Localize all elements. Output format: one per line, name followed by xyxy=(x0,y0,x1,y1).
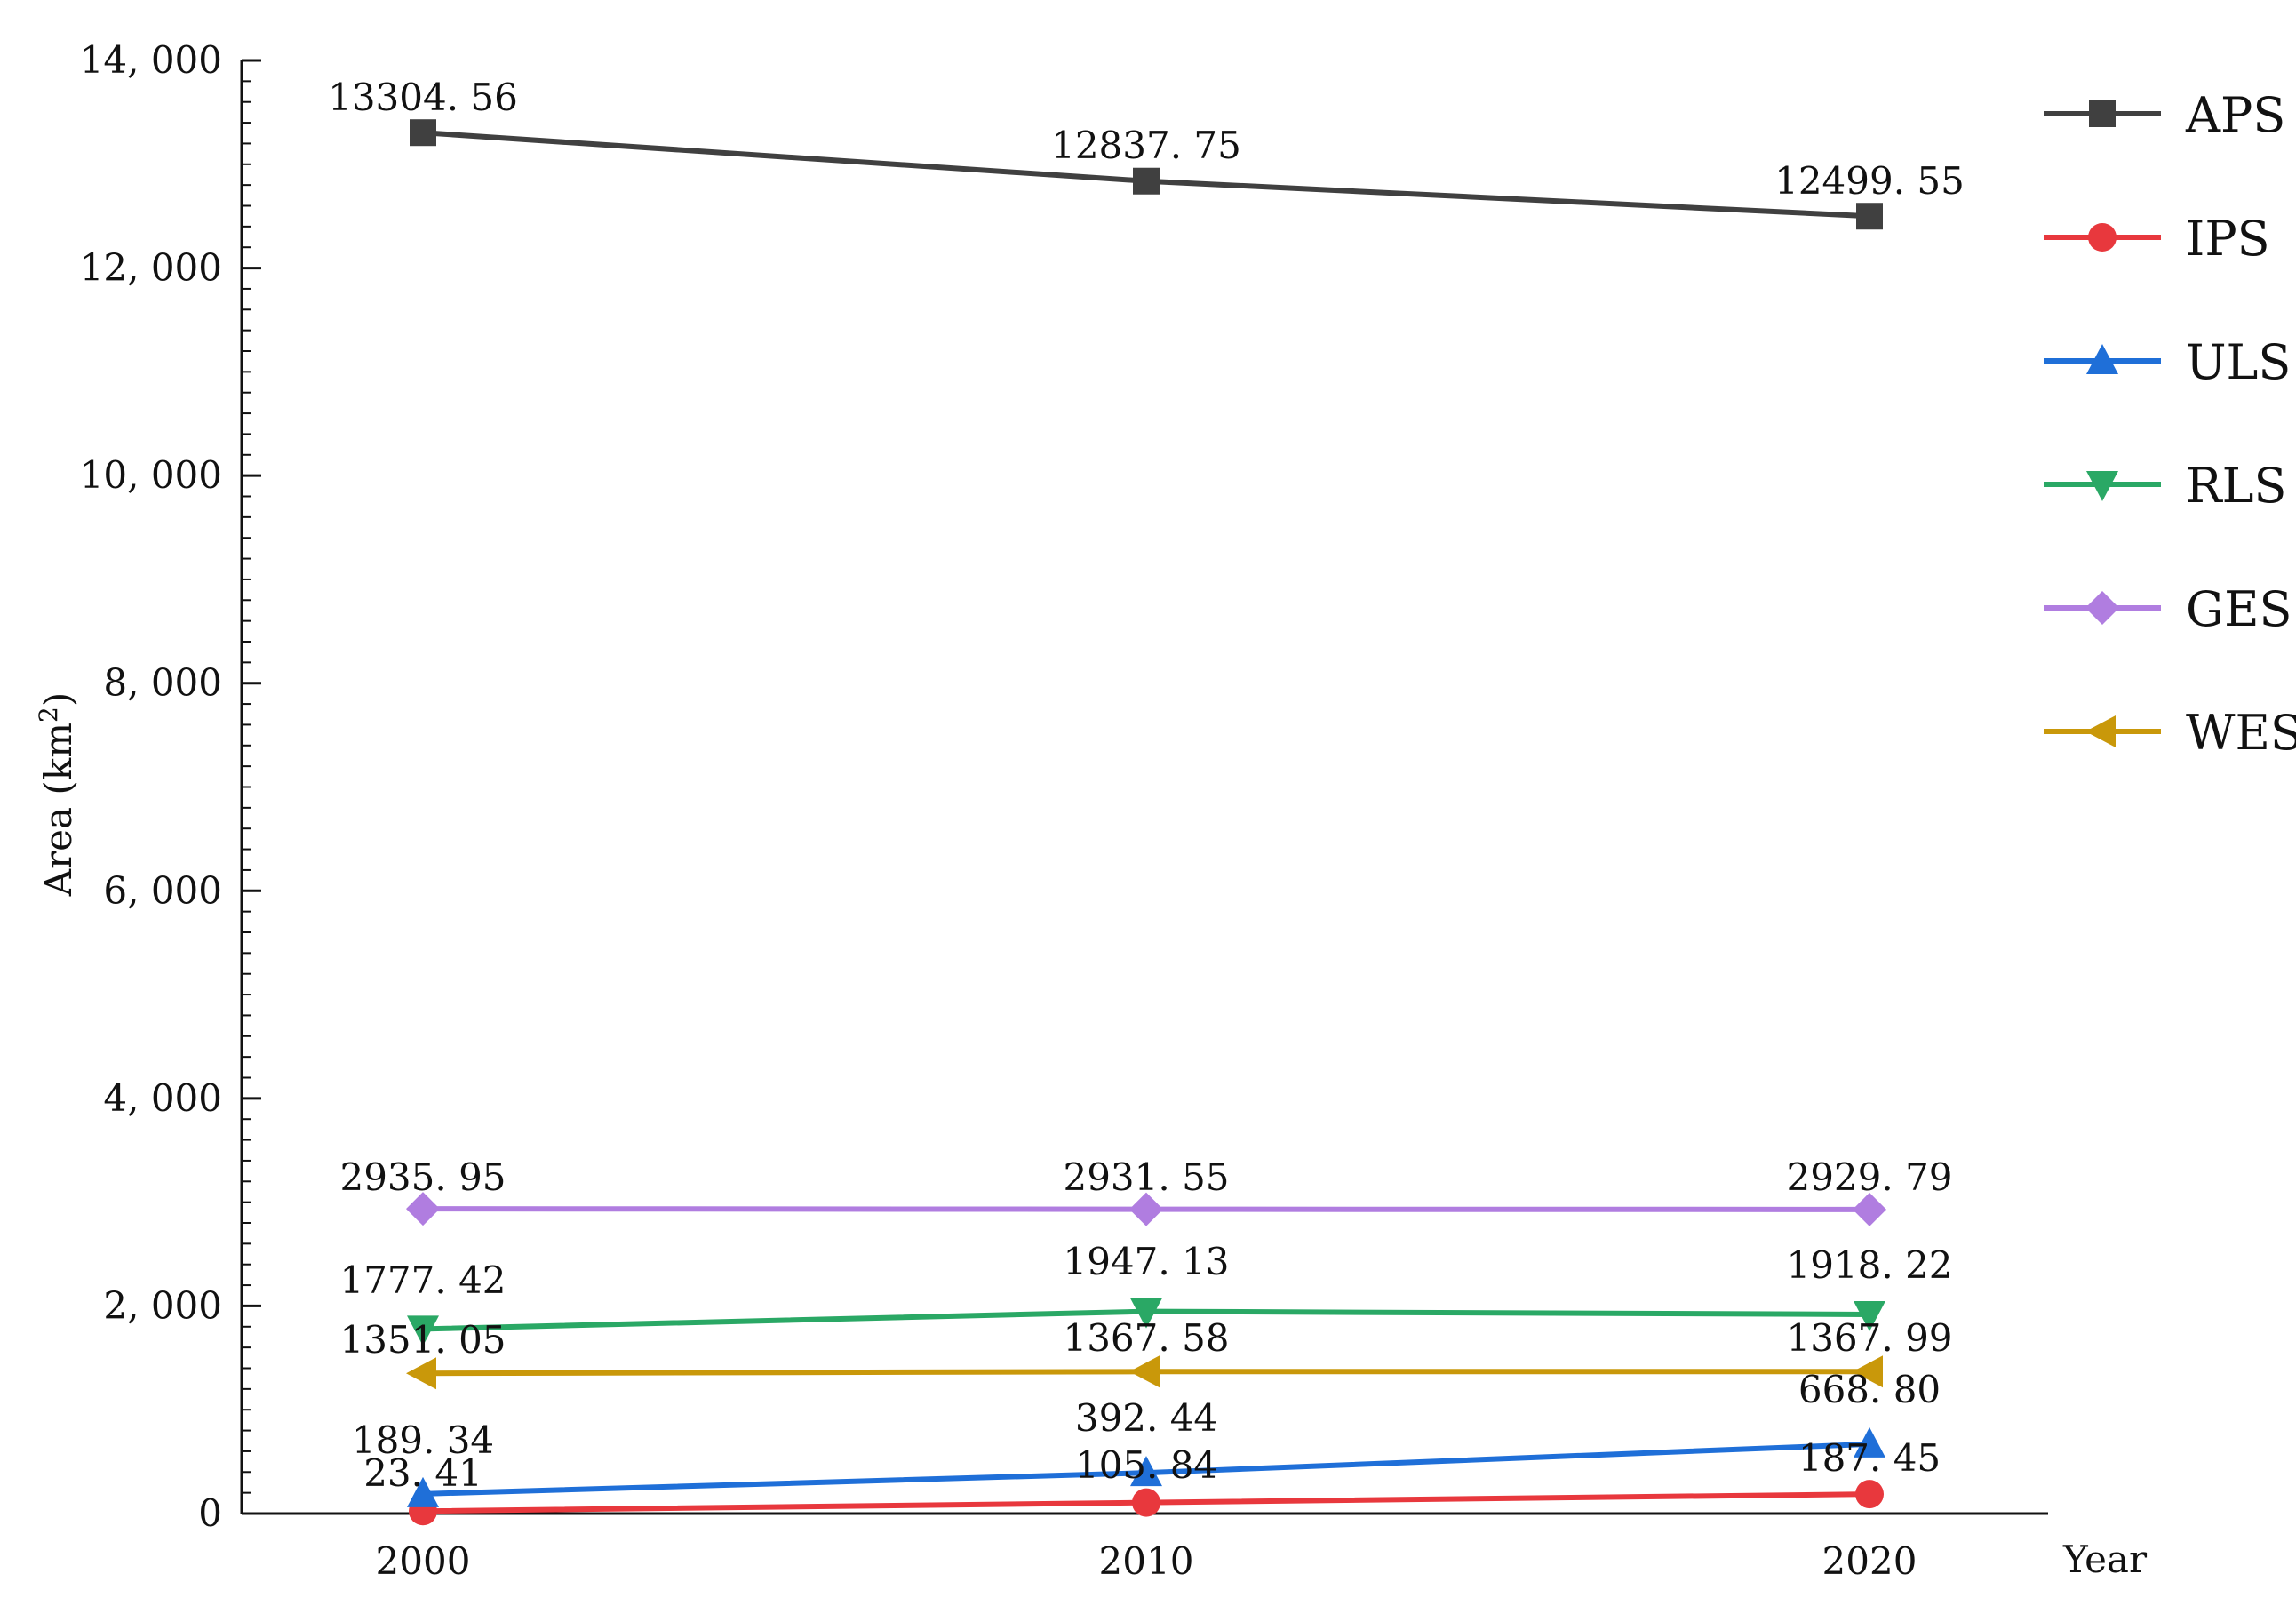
data-point-aps xyxy=(1856,203,1883,230)
x-axis-title: Year xyxy=(2062,1538,2148,1581)
legend-marker-aps xyxy=(2089,100,2116,127)
series-aps xyxy=(410,119,1883,230)
legend-label-uls: ULS xyxy=(2186,334,2291,390)
legend-marker-ges xyxy=(2085,591,2119,625)
y-tick-label: 10, 000 xyxy=(80,453,222,497)
data-label-rls: 1947. 13 xyxy=(1063,1240,1229,1283)
data-point-uls xyxy=(407,1476,439,1507)
data-label-aps: 13304. 56 xyxy=(328,76,518,119)
data-label-ips: 23. 41 xyxy=(363,1451,482,1495)
data-label-uls: 392. 44 xyxy=(1075,1396,1217,1440)
data-point-ips xyxy=(1132,1488,1160,1517)
legend-marker-ips xyxy=(2088,223,2117,252)
data-label-ges: 2935. 95 xyxy=(339,1155,506,1199)
y-axis-title: Area (km2) xyxy=(34,692,80,898)
legend: APS IPS ULS RLS GES WES xyxy=(2044,87,2296,761)
data-point-uls xyxy=(1854,1426,1885,1458)
y-tick-label: 12, 000 xyxy=(80,246,222,290)
y-axis-title-close: ) xyxy=(36,692,80,707)
legend-item-rls: RLS xyxy=(2044,458,2287,514)
legend-item-ges: GES xyxy=(2044,581,2292,637)
data-point-ges xyxy=(1129,1192,1163,1226)
data-point-wes xyxy=(1129,1355,1160,1388)
legend-item-aps: APS xyxy=(2044,87,2285,143)
legend-item-wes: WES xyxy=(2044,705,2296,761)
data-point-aps xyxy=(410,119,436,147)
data-point-ges xyxy=(1853,1192,1886,1226)
x-tick-label: 2010 xyxy=(1099,1539,1194,1583)
data-label-wes: 1367. 99 xyxy=(1786,1316,1952,1360)
legend-label-wes: WES xyxy=(2186,705,2296,761)
data-label-ips: 187. 45 xyxy=(1798,1436,1941,1480)
y-tick-label: 8, 000 xyxy=(103,661,222,705)
legend-marker-uls xyxy=(2086,344,2118,374)
series-layer xyxy=(406,119,1886,1526)
legend-label-aps: APS xyxy=(2185,87,2285,143)
y-tick-label: 0 xyxy=(198,1491,222,1535)
data-point-rls xyxy=(407,1315,439,1346)
legend-label-rls: RLS xyxy=(2186,458,2287,514)
data-point-ges xyxy=(406,1192,440,1226)
legend-marker-rls xyxy=(2086,471,2118,501)
data-label-wes: 1351. 05 xyxy=(339,1318,506,1362)
data-point-rls xyxy=(1130,1298,1162,1329)
data-label-ges: 2931. 55 xyxy=(1063,1155,1229,1199)
series-ges xyxy=(406,1192,1886,1226)
legend-item-ips: IPS xyxy=(2044,211,2270,267)
data-point-wes xyxy=(1853,1355,1883,1388)
data-label-uls: 668. 80 xyxy=(1798,1368,1941,1411)
axes: 0 2, 000 4, 000 6, 000 8, 000 10, 000 12, 000 1… xyxy=(34,38,2148,1583)
data-labels: 13304. 56 12837. 75 12499. 55 23. 41 105. 84… xyxy=(328,76,1965,1495)
data-label-ips: 105. 84 xyxy=(1075,1443,1217,1487)
x-tick-label: 2020 xyxy=(1822,1539,1917,1583)
data-label-rls: 1918. 22 xyxy=(1786,1243,1952,1287)
data-label-rls: 1777. 42 xyxy=(339,1258,506,1302)
data-label-ges: 2929. 79 xyxy=(1786,1155,1952,1199)
data-label-aps: 12837. 75 xyxy=(1051,124,1241,167)
y-axis-title-sup: 2 xyxy=(34,707,63,723)
data-point-rls xyxy=(1854,1300,1885,1331)
data-label-aps: 12499. 55 xyxy=(1774,159,1965,203)
legend-marker-wes xyxy=(2085,715,2116,747)
series-uls xyxy=(407,1426,1885,1507)
legend-label-ges: GES xyxy=(2186,581,2292,637)
legend-item-uls: ULS xyxy=(2044,334,2291,390)
x-tick-label: 2000 xyxy=(376,1539,471,1583)
y-tick-label: 2, 000 xyxy=(103,1283,222,1327)
data-point-uls xyxy=(1130,1456,1162,1487)
data-point-aps xyxy=(1133,167,1160,195)
data-point-wes xyxy=(406,1357,436,1390)
data-label-wes: 1367. 58 xyxy=(1063,1316,1229,1360)
y-tick-label: 14, 000 xyxy=(80,38,222,82)
legend-label-ips: IPS xyxy=(2186,211,2270,267)
series-rls xyxy=(407,1298,1885,1346)
y-tick-label: 4, 000 xyxy=(103,1076,222,1120)
data-label-uls: 189. 34 xyxy=(352,1418,494,1462)
y-axis-title-base: Area (km xyxy=(36,723,80,897)
y-tick-label: 6, 000 xyxy=(103,868,222,912)
data-point-ips xyxy=(1855,1480,1884,1509)
series-wes xyxy=(406,1355,1883,1390)
